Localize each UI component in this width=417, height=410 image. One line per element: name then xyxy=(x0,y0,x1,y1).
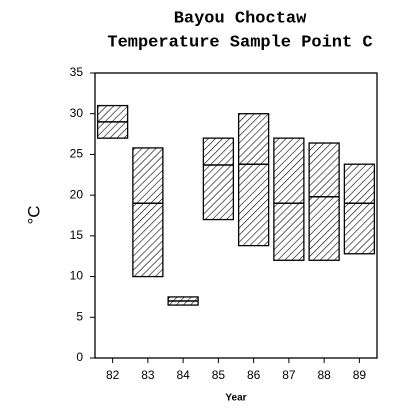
range-bar xyxy=(343,163,376,255)
x-tick-label: 89 xyxy=(353,368,367,382)
range-bar xyxy=(132,147,164,278)
y-tick-label: 20 xyxy=(70,187,84,201)
x-axis-label: Year xyxy=(225,393,246,404)
x-tick-label: 83 xyxy=(141,368,155,382)
x-tick-label: 82 xyxy=(106,368,120,382)
range-bar xyxy=(202,137,235,221)
chart-title: Bayou Choctaw xyxy=(174,9,307,28)
y-tick-label: 30 xyxy=(70,106,84,120)
x-tick-label: 88 xyxy=(317,368,331,382)
chart-subtitle: Temperature Sample Point C xyxy=(107,33,372,52)
range-bar xyxy=(237,113,270,247)
y-axis-label: °C xyxy=(24,205,43,224)
y-tick-label: 15 xyxy=(70,228,84,242)
plot-frame xyxy=(94,72,378,359)
x-tick-label: 87 xyxy=(282,368,296,382)
y-tick-label: 35 xyxy=(70,65,84,79)
y-tick-label: 25 xyxy=(70,147,84,161)
x-tick-label: 86 xyxy=(247,368,261,382)
x-tick-label: 85 xyxy=(212,368,226,382)
range-bar xyxy=(308,142,340,261)
range-bar xyxy=(273,137,305,261)
y-tick-label: 5 xyxy=(76,309,83,323)
y-tick-label: 10 xyxy=(70,269,84,283)
x-tick-label: 84 xyxy=(176,368,190,382)
y-tick-label: 0 xyxy=(76,350,83,364)
